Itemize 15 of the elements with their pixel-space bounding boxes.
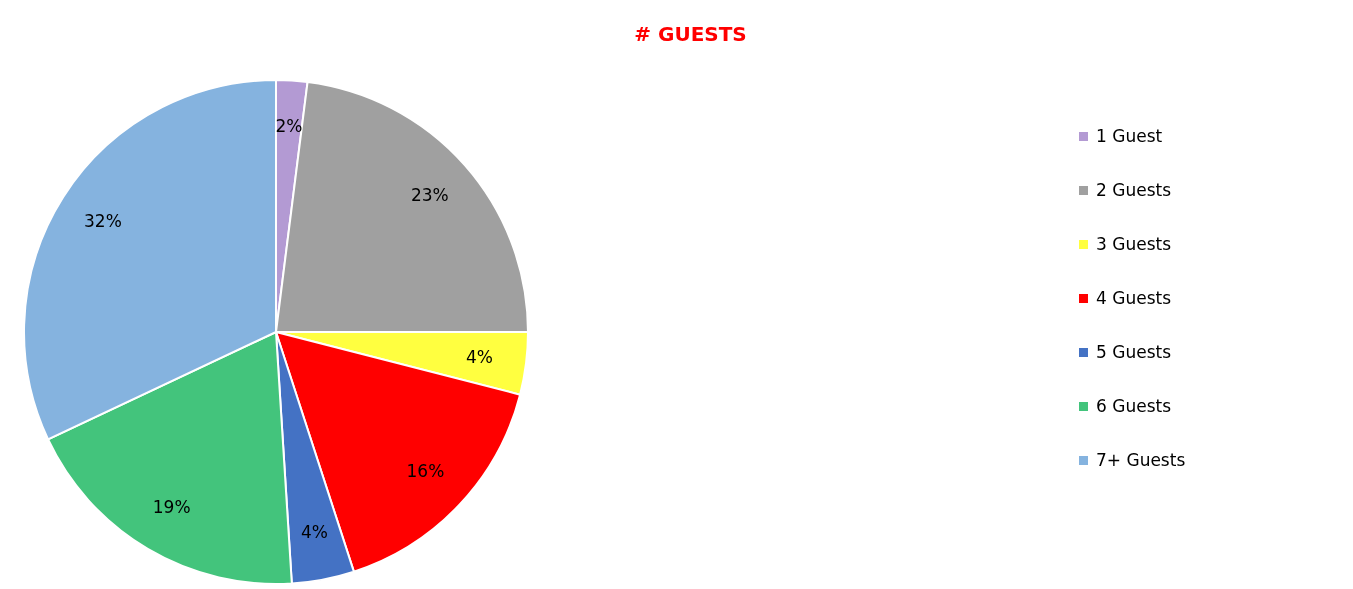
legend-label: 5 Guests bbox=[1096, 341, 1172, 362]
legend-label: 2 Guests bbox=[1096, 179, 1172, 200]
data-label: 32% bbox=[84, 211, 122, 232]
legend-label: 3 Guests bbox=[1096, 233, 1172, 254]
data-label: 19% bbox=[152, 497, 191, 518]
legend-label: 4 Guests bbox=[1096, 287, 1172, 308]
data-label: 16% bbox=[406, 461, 445, 482]
data-label: 4% bbox=[300, 522, 328, 543]
chart-title: # GUESTS bbox=[634, 22, 747, 46]
legend-label: 1 Guest bbox=[1096, 125, 1163, 146]
data-label: 2% bbox=[275, 116, 303, 137]
legend-label: 7+ Guests bbox=[1096, 449, 1186, 470]
data-label: 4% bbox=[465, 346, 493, 367]
data-label: 23% bbox=[410, 185, 449, 206]
legend-label: 6 Guests bbox=[1096, 395, 1172, 416]
